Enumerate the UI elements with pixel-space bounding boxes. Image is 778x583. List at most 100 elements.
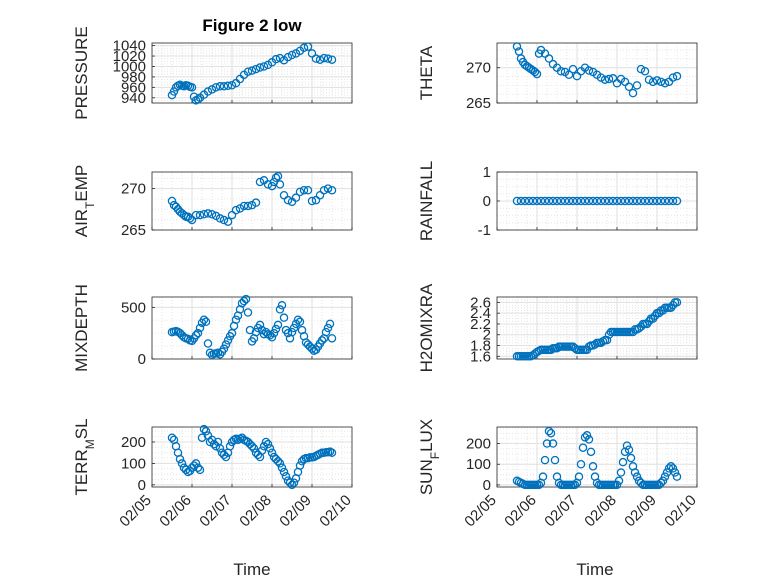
data-point xyxy=(203,209,213,218)
data-point xyxy=(668,73,678,82)
data-point xyxy=(588,196,598,206)
data-point xyxy=(265,330,275,340)
x-tick-label: 02/06 xyxy=(156,492,195,531)
axes-box xyxy=(151,42,353,104)
data-point xyxy=(656,196,666,206)
data-point xyxy=(271,173,281,183)
data-point xyxy=(269,328,279,338)
data-point xyxy=(668,196,678,206)
x-tick-label: 02/09 xyxy=(276,492,315,531)
data-point xyxy=(315,55,325,64)
data-point xyxy=(191,459,201,468)
data-point xyxy=(283,195,293,205)
y-tick-label: -1 xyxy=(478,222,491,239)
data-point xyxy=(249,444,259,453)
data-point xyxy=(265,444,275,453)
data-point xyxy=(327,334,337,343)
data-point xyxy=(323,323,333,333)
data-point xyxy=(261,437,271,447)
data-point xyxy=(534,480,544,490)
y-axis-label: PRESSURE xyxy=(72,26,91,120)
data-point xyxy=(556,196,566,206)
y-tick-label: 265 xyxy=(466,95,491,112)
y-tick-label: 100 xyxy=(466,456,491,473)
subplot-h2omixra: 1.61.822.22.42.6 H2OMIXRA xyxy=(417,283,698,372)
subplot-theta: 265 270 THETA xyxy=(417,42,698,112)
y-tick-label: 0 xyxy=(138,477,146,494)
y-tick-label: 1.6 xyxy=(470,348,491,365)
data-point xyxy=(664,196,674,206)
data-point xyxy=(225,442,235,451)
data-point xyxy=(289,478,299,487)
data-point xyxy=(303,185,313,195)
data-point xyxy=(277,463,287,472)
data-point xyxy=(578,443,588,452)
data-point xyxy=(590,340,600,349)
data-point xyxy=(259,329,269,339)
data-point xyxy=(580,433,590,442)
data-point xyxy=(275,459,285,468)
data-point xyxy=(596,73,606,82)
data-point xyxy=(626,453,636,463)
data-point xyxy=(201,427,211,436)
data-point xyxy=(223,217,233,226)
data-point xyxy=(540,455,550,465)
data-point xyxy=(319,53,329,63)
y-tick-label: 1.8 xyxy=(470,338,491,355)
data-point xyxy=(628,196,638,206)
data-point xyxy=(207,210,217,219)
data-point xyxy=(189,461,199,470)
data-point xyxy=(255,320,265,330)
x-axis-label-right: Time xyxy=(576,560,613,579)
data-point xyxy=(247,442,257,451)
data-point xyxy=(512,42,522,51)
data-point xyxy=(211,442,221,451)
data-point xyxy=(632,81,642,90)
data-point xyxy=(283,328,293,338)
data-point xyxy=(600,196,610,206)
x-tick-label: 02/08 xyxy=(236,492,275,531)
data-point xyxy=(167,196,177,206)
data-point xyxy=(303,42,313,51)
data-point xyxy=(632,196,642,206)
data-point xyxy=(568,196,578,206)
y-tick-label: 270 xyxy=(121,181,146,198)
data-point xyxy=(223,336,233,345)
y-tick-label: 940 xyxy=(121,90,146,107)
data-point xyxy=(263,439,273,449)
data-point xyxy=(644,196,654,206)
data-point xyxy=(542,439,552,448)
data-point xyxy=(672,298,682,307)
data-point xyxy=(273,171,283,181)
data-point xyxy=(311,54,321,63)
data-point xyxy=(257,325,267,335)
data-point xyxy=(672,71,682,81)
data-point xyxy=(620,196,630,206)
data-point xyxy=(618,457,628,467)
data-point xyxy=(564,196,574,206)
x-tick-label: 02/05 xyxy=(116,492,155,531)
y-tick-label: 265 xyxy=(121,222,146,239)
data-point xyxy=(532,69,542,79)
data-point xyxy=(219,82,229,91)
axes-box xyxy=(151,171,353,231)
y-tick-label: 2.6 xyxy=(470,294,491,311)
axes-box xyxy=(496,296,698,360)
y-axis-label: H2OMIXRA xyxy=(417,283,436,372)
data-point xyxy=(291,193,301,202)
data-point xyxy=(640,66,650,76)
data-point xyxy=(568,64,578,74)
data-point xyxy=(544,54,554,63)
data-point xyxy=(241,294,251,304)
data-point xyxy=(544,426,554,436)
data-point xyxy=(584,196,594,206)
data-point xyxy=(213,348,223,358)
data-point xyxy=(273,320,283,330)
data-point xyxy=(576,196,586,206)
data-point xyxy=(211,83,221,92)
y-tick-label: 0 xyxy=(483,193,491,210)
data-point xyxy=(281,472,291,481)
data-point xyxy=(191,330,201,340)
